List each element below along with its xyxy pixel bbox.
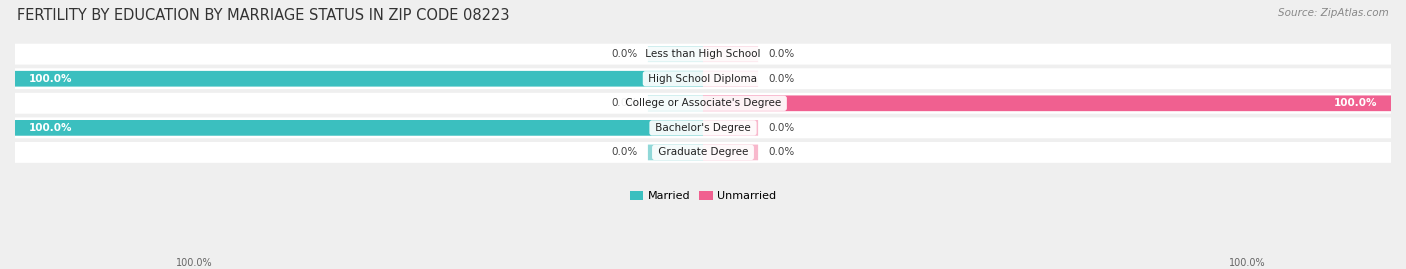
FancyBboxPatch shape	[15, 44, 1391, 65]
Text: 100.0%: 100.0%	[176, 258, 212, 268]
FancyBboxPatch shape	[648, 144, 703, 160]
Text: Graduate Degree: Graduate Degree	[655, 147, 751, 157]
Text: 0.0%: 0.0%	[768, 74, 794, 84]
Text: 0.0%: 0.0%	[612, 98, 638, 108]
Text: High School Diploma: High School Diploma	[645, 74, 761, 84]
Text: 0.0%: 0.0%	[768, 147, 794, 157]
FancyBboxPatch shape	[703, 46, 758, 62]
Text: Source: ZipAtlas.com: Source: ZipAtlas.com	[1278, 8, 1389, 18]
FancyBboxPatch shape	[15, 118, 1391, 138]
Text: 100.0%: 100.0%	[30, 123, 72, 133]
Legend: Married, Unmarried: Married, Unmarried	[626, 186, 780, 206]
Text: 100.0%: 100.0%	[1229, 258, 1265, 268]
FancyBboxPatch shape	[648, 46, 703, 62]
FancyBboxPatch shape	[703, 71, 758, 87]
FancyBboxPatch shape	[15, 68, 1391, 89]
Text: 0.0%: 0.0%	[612, 49, 638, 59]
Text: 0.0%: 0.0%	[768, 123, 794, 133]
FancyBboxPatch shape	[15, 120, 703, 136]
FancyBboxPatch shape	[15, 142, 1391, 163]
FancyBboxPatch shape	[703, 120, 758, 136]
Text: 100.0%: 100.0%	[1334, 98, 1376, 108]
FancyBboxPatch shape	[15, 93, 1391, 114]
Text: 0.0%: 0.0%	[612, 147, 638, 157]
FancyBboxPatch shape	[703, 95, 1391, 111]
Text: Less than High School: Less than High School	[643, 49, 763, 59]
Text: College or Associate's Degree: College or Associate's Degree	[621, 98, 785, 108]
FancyBboxPatch shape	[648, 95, 703, 111]
Text: Bachelor's Degree: Bachelor's Degree	[652, 123, 754, 133]
FancyBboxPatch shape	[703, 144, 758, 160]
Text: FERTILITY BY EDUCATION BY MARRIAGE STATUS IN ZIP CODE 08223: FERTILITY BY EDUCATION BY MARRIAGE STATU…	[17, 8, 509, 23]
Text: 0.0%: 0.0%	[768, 49, 794, 59]
Text: 100.0%: 100.0%	[30, 74, 72, 84]
FancyBboxPatch shape	[15, 71, 703, 87]
